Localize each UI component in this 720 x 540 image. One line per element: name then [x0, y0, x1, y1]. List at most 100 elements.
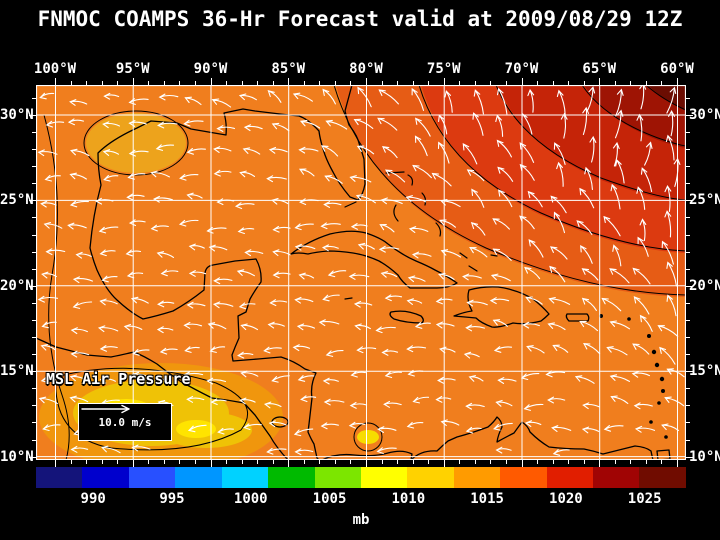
- axis-tick: [272, 460, 274, 464]
- axis-tick: [350, 81, 352, 85]
- axis-tick: [132, 460, 134, 467]
- axis-tick: [32, 166, 36, 168]
- axis-tick: [630, 81, 632, 85]
- axis-tick: [686, 337, 690, 339]
- axis-tick: [257, 81, 259, 85]
- axis-tick: [677, 460, 678, 467]
- axis-tick: [334, 81, 336, 85]
- axis-tick: [381, 81, 383, 85]
- x-axis-label: 65°W: [582, 61, 617, 77]
- axis-tick: [288, 460, 290, 467]
- axis-tick: [117, 81, 119, 85]
- axis-tick: [163, 81, 165, 85]
- x-axis-label: 60°W: [660, 61, 694, 77]
- colorbar-cell: [639, 467, 686, 488]
- axis-tick: [272, 81, 274, 85]
- axis-tick: [505, 460, 507, 464]
- axis-tick: [226, 81, 228, 85]
- axis-tick: [32, 439, 36, 441]
- axis-tick: [490, 81, 492, 85]
- axis-tick: [686, 439, 690, 441]
- colorbar-cell: [407, 467, 454, 488]
- coast-gulf-caribbean: [89, 85, 366, 460]
- axis-tick: [552, 460, 554, 464]
- x-axis-label: 70°W: [504, 61, 539, 77]
- axis-tick: [241, 81, 243, 85]
- colorbar-tick-label: 1000: [233, 491, 268, 507]
- axis-tick: [686, 234, 690, 236]
- islands-lesser-antilles: [599, 314, 668, 439]
- colorbar-cell: [546, 467, 594, 488]
- axis-tick: [428, 81, 430, 85]
- axis-tick: [32, 302, 36, 304]
- axis-tick: [630, 460, 632, 464]
- axis-tick: [443, 460, 445, 467]
- grid-lines: [36, 85, 686, 460]
- islands-bahamas: [271, 171, 498, 428]
- axis-tick: [241, 460, 243, 464]
- coast-south-america: [410, 416, 654, 460]
- y-axis-label-left: 25°N: [0, 192, 34, 209]
- y-axis-label-left: 30°N: [0, 107, 34, 123]
- colorbar-cell: [128, 467, 176, 488]
- axis-tick: [645, 81, 647, 85]
- axis-tick: [366, 78, 367, 85]
- island-jamaica: [389, 310, 424, 324]
- axis-tick: [686, 422, 690, 424]
- colorbar-tick-label: 1020: [549, 491, 583, 507]
- axis-tick: [32, 97, 36, 99]
- axis-tick: [303, 81, 305, 85]
- x-axis-label: 85°W: [271, 61, 306, 77]
- colorbar-cell: [360, 467, 408, 488]
- axis-tick: [686, 405, 690, 407]
- axis-tick: [55, 460, 56, 467]
- axis-tick: [686, 319, 690, 321]
- island-hispaniola: [453, 286, 550, 328]
- axis-tick: [381, 460, 383, 464]
- axis-tick: [686, 456, 693, 458]
- axis-tick: [412, 81, 414, 85]
- axis-tick: [614, 81, 616, 85]
- y-axis-label-right: 20°N: [689, 277, 720, 294]
- axis-tick: [32, 234, 36, 236]
- y-axis-label-left: 10°N: [0, 448, 34, 465]
- axis-tick: [226, 460, 228, 464]
- wind-vector-field: [37, 85, 685, 456]
- axis-tick: [179, 460, 181, 464]
- axis-tick: [686, 354, 690, 356]
- axis-tick: [474, 460, 476, 464]
- axis-tick: [686, 268, 690, 270]
- colorbar-tick-label: 1015: [470, 491, 504, 507]
- axis-tick: [350, 460, 352, 464]
- axis-tick: [334, 460, 336, 464]
- axis-tick: [29, 200, 36, 202]
- colorbar-unit-label: mb: [352, 512, 370, 528]
- axis-tick: [32, 251, 36, 253]
- axis-tick: [583, 460, 585, 464]
- axis-tick: [366, 460, 367, 467]
- x-axis-label: 80°W: [349, 61, 383, 77]
- axis-tick: [599, 78, 601, 85]
- island-cuba: [290, 230, 458, 289]
- axis-tick: [179, 81, 181, 85]
- axis-tick: [32, 132, 36, 134]
- axis-tick: [686, 200, 693, 202]
- axis-tick: [101, 460, 103, 464]
- page-title: FNMOC COAMPS 36-Hr Forecast valid at 200…: [37, 7, 683, 31]
- axis-tick: [686, 183, 690, 185]
- colorbar-tick-label: 1010: [391, 491, 426, 507]
- axis-tick: [194, 81, 196, 85]
- axis-tick: [319, 81, 321, 85]
- axis-tick: [303, 460, 305, 464]
- axis-tick: [474, 81, 476, 85]
- map-border: [36, 85, 686, 460]
- axis-tick: [686, 388, 690, 390]
- wind-speed-label: 10.0 m/s: [98, 415, 152, 429]
- y-axis-label-left: 20°N: [0, 277, 34, 294]
- axis-tick: [32, 319, 36, 321]
- axis-tick: [288, 78, 290, 85]
- coast-panama: [321, 450, 413, 460]
- axis-tick: [32, 183, 36, 185]
- axis-tick: [397, 460, 399, 464]
- axis-tick: [32, 149, 36, 151]
